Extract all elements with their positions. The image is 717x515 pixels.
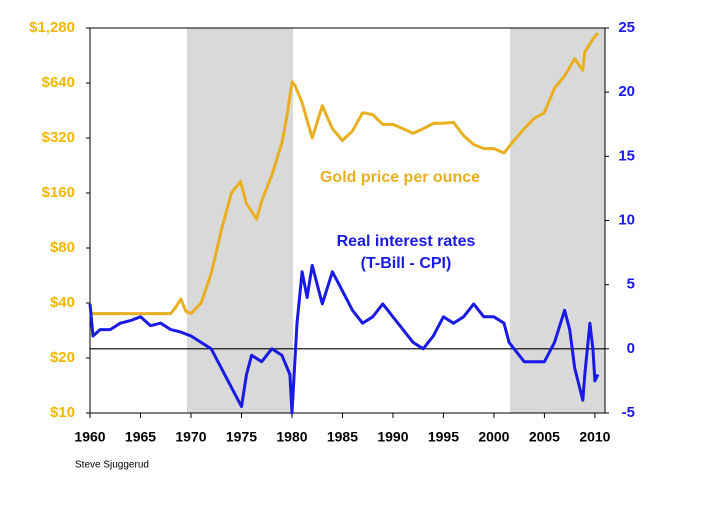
annotation: Gold price per ounce: [320, 169, 480, 186]
x-tick-label: 1975: [226, 429, 257, 445]
y-tick-label: $10: [50, 404, 75, 421]
x-tick-label: 1960: [74, 429, 105, 445]
x-tick-label: 1985: [327, 429, 358, 445]
y-tick-label: $80: [50, 239, 75, 256]
y2-tick-label: 20: [618, 83, 635, 100]
y2-tick-label: 5: [627, 276, 635, 293]
series-line: [90, 32, 600, 316]
x-tick-label: 2005: [529, 429, 560, 445]
y-tick-label: $160: [42, 184, 75, 201]
y2-tick-label: 10: [618, 211, 635, 228]
shades: [186, 28, 605, 413]
shaded-region: [186, 28, 293, 413]
y2-tick-label: 0: [627, 340, 635, 357]
series-line: [88, 263, 600, 415]
x-tick-label: 1990: [377, 429, 408, 445]
source: Steve Sjuggerud: [75, 460, 149, 471]
y2-tick-label: -5: [622, 404, 635, 421]
y-tick-label: $40: [50, 294, 75, 311]
y2-tick-label: 15: [618, 147, 635, 164]
x-tick-label: 2000: [478, 429, 509, 445]
annotation: Real interest rates: [337, 233, 476, 250]
x-tick-label: 1995: [428, 429, 459, 445]
x-tick-label: 1965: [125, 429, 156, 445]
x-tick-label: 2010: [579, 429, 610, 445]
y-tick-label: $1,280: [29, 19, 75, 36]
y-tick-label: $20: [50, 349, 75, 366]
y2-tick-label: 25: [618, 19, 635, 36]
x-tick-label: 1980: [276, 429, 307, 445]
y-tick-label: $640: [42, 74, 75, 91]
y-tick-label: $320: [42, 129, 75, 146]
annotation: (T-Bill - CPI): [361, 255, 452, 272]
x-tick-label: 1970: [175, 429, 206, 445]
